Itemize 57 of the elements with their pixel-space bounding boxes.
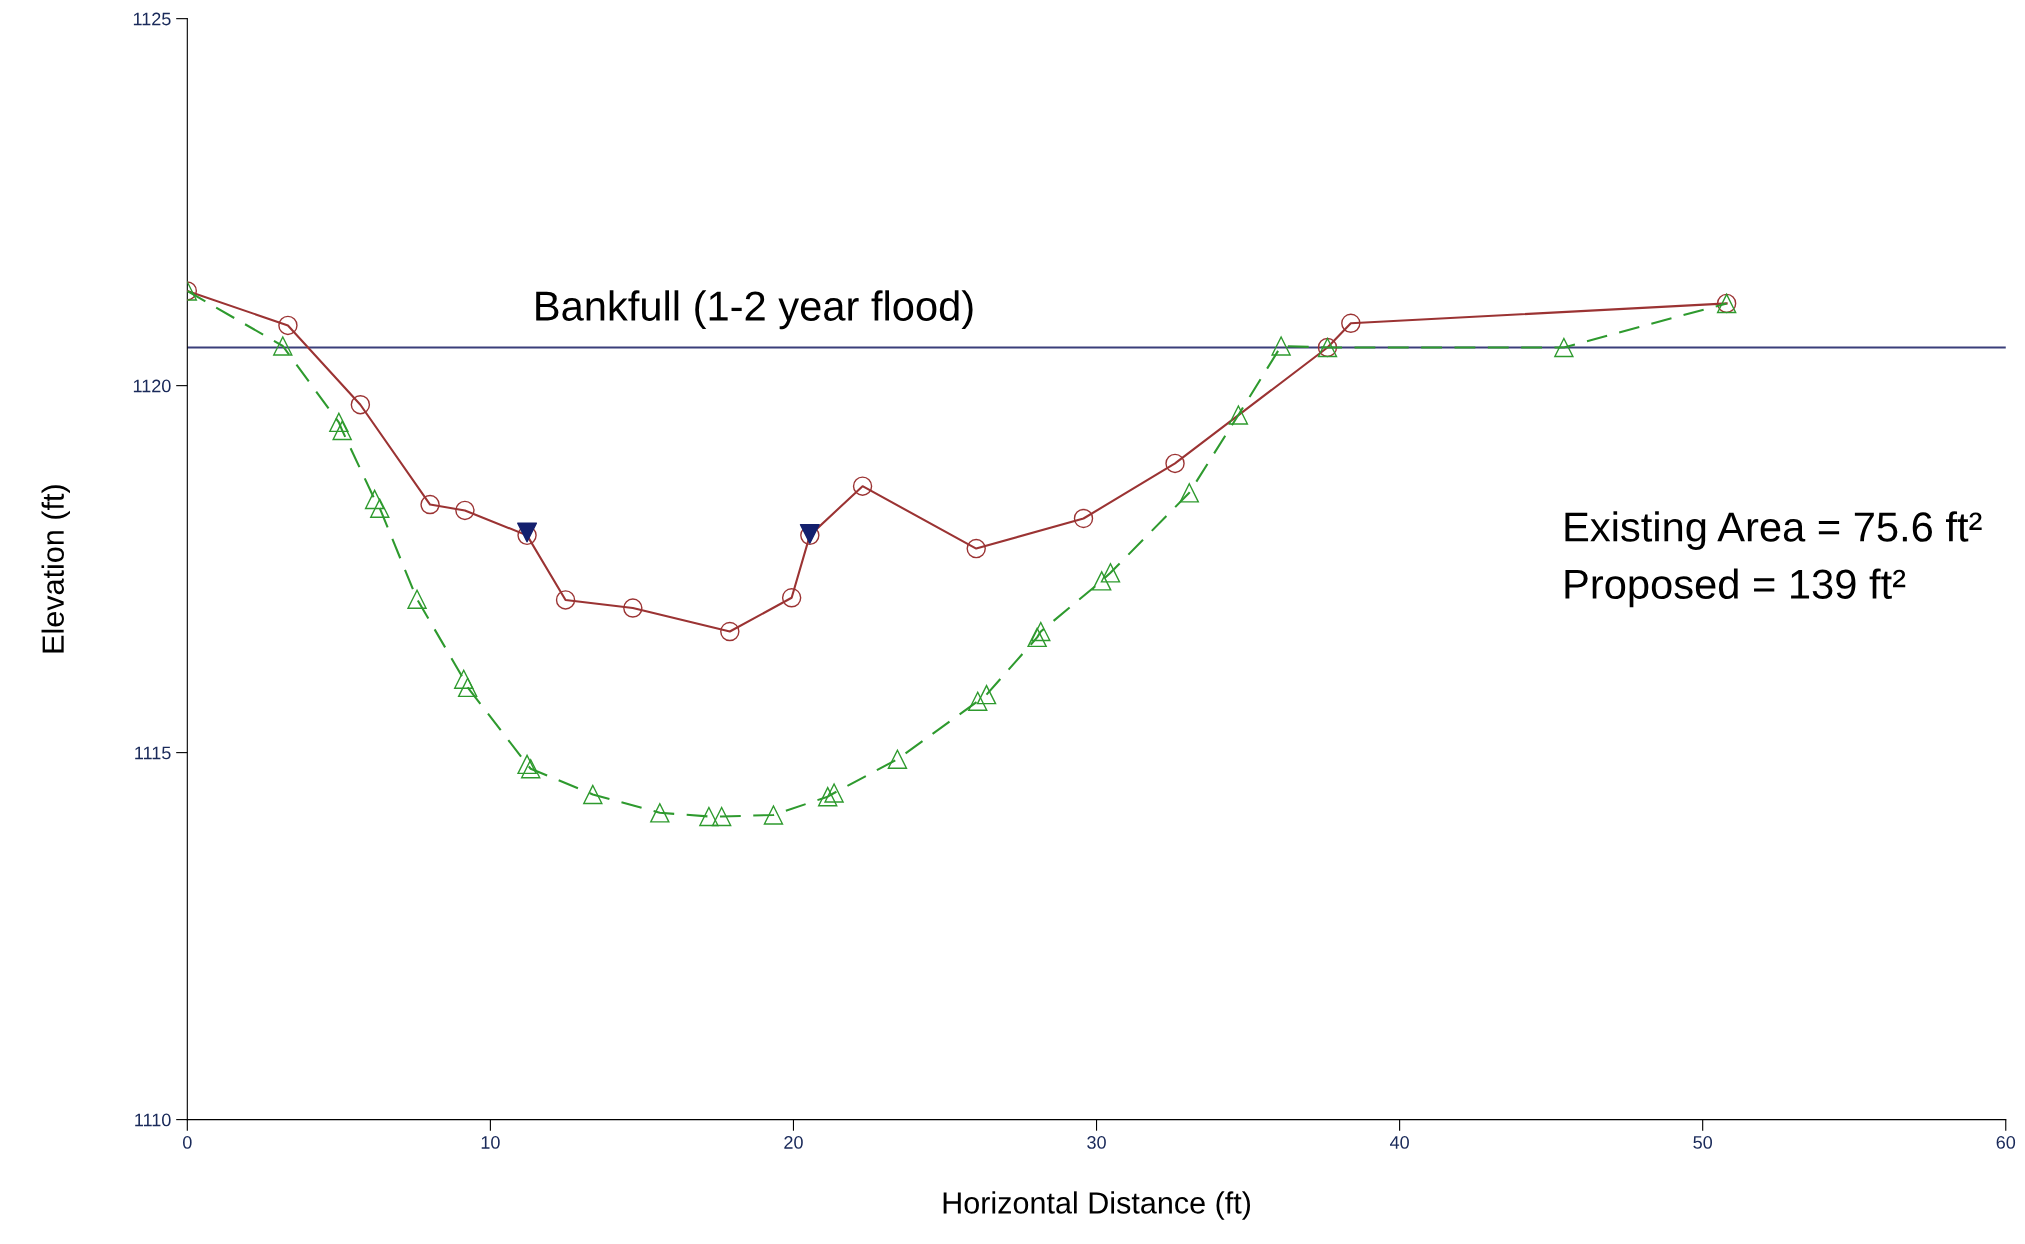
y-tick-label: 1110 — [135, 1113, 171, 1127]
point — [517, 754, 537, 775]
point — [457, 677, 478, 698]
point — [623, 598, 643, 618]
point — [1341, 313, 1361, 333]
point — [966, 538, 986, 559]
point — [1165, 453, 1185, 474]
point — [583, 784, 603, 805]
point — [350, 395, 371, 415]
point — [1073, 508, 1094, 529]
point — [781, 588, 802, 608]
x-axis-title: Horizontal Distance (ft) — [943, 1191, 1251, 1220]
point — [1100, 563, 1121, 583]
x-tick-label: 10 — [481, 1136, 500, 1149]
point — [332, 420, 352, 441]
point — [1027, 627, 1047, 648]
point — [699, 806, 719, 827]
point — [1031, 621, 1051, 642]
point — [968, 691, 988, 711]
point — [407, 589, 427, 609]
point — [278, 315, 298, 336]
y-tick-label: 1120 — [133, 379, 171, 393]
point — [420, 494, 440, 515]
point — [711, 806, 732, 827]
x-tick-label: 0 — [183, 1136, 192, 1149]
ref-line-label: Bankfull (1-2 year flood) — [536, 290, 973, 330]
point — [976, 684, 997, 705]
x-tick-label: 40 — [1389, 1136, 1409, 1149]
point — [763, 805, 784, 825]
point — [1271, 336, 1291, 356]
y-tick-label: 1115 — [135, 746, 171, 760]
point — [852, 476, 873, 496]
x-tick-label: 20 — [784, 1136, 803, 1149]
point — [555, 590, 576, 610]
point — [455, 500, 475, 521]
y-axis-title: Elevation (ft) — [41, 485, 70, 653]
y-tick-label: 1125 — [133, 12, 171, 26]
point — [824, 783, 844, 803]
point — [1091, 571, 1112, 591]
annotation: Existing Area = 75.6 ft² — [1565, 511, 1982, 551]
point — [520, 759, 541, 779]
x-tick-label: 50 — [1693, 1136, 1713, 1149]
point — [720, 621, 740, 642]
point — [364, 489, 385, 510]
point — [273, 336, 293, 356]
point — [370, 498, 390, 518]
point — [1228, 405, 1249, 425]
point — [887, 749, 908, 769]
point — [329, 412, 349, 433]
x-tick-label: 30 — [1087, 1136, 1106, 1149]
x-tick-label: 60 — [1996, 1136, 2016, 1149]
annotation: Proposed = 139 ft² — [1565, 568, 1906, 608]
point — [1179, 483, 1200, 503]
point — [650, 803, 670, 823]
point — [817, 786, 838, 807]
point — [1554, 337, 1574, 358]
point — [453, 669, 474, 689]
